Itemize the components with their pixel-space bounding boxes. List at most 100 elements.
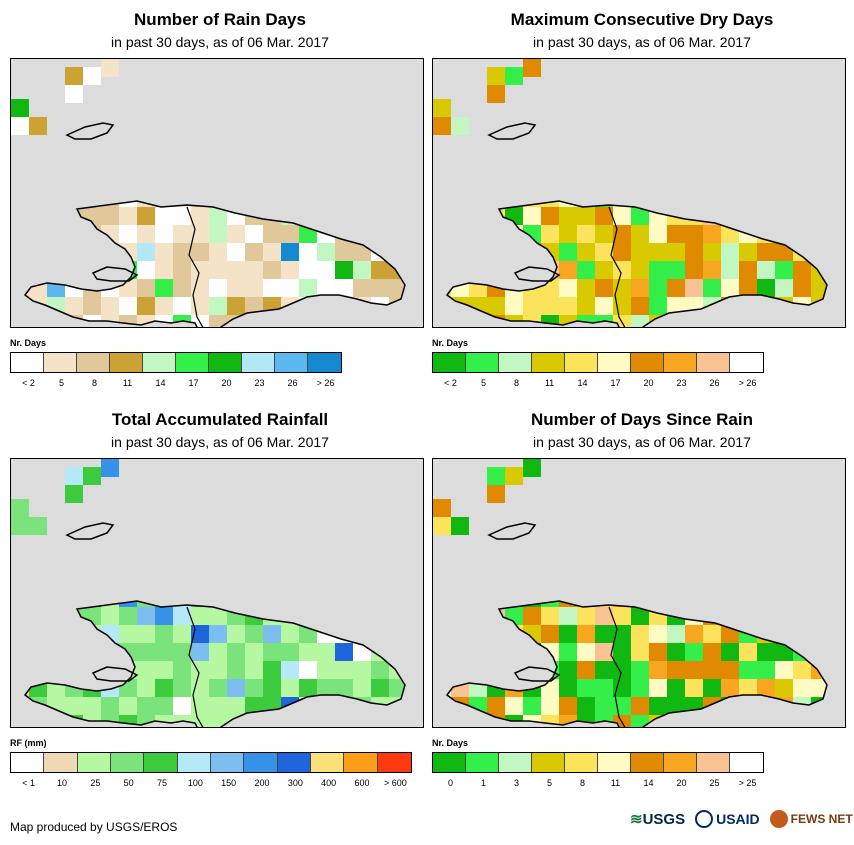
grid-cell: [317, 643, 335, 661]
grid-cell: [649, 201, 667, 207]
panel-subtitle: in past 30 days, as of 06 Mar. 2017: [533, 34, 751, 50]
grid-cell: [335, 643, 353, 661]
grid-cell: [451, 279, 469, 297]
panel-subtitle: in past 30 days, as of 06 Mar. 2017: [111, 434, 329, 450]
grid-cell: [299, 243, 317, 261]
rainfall-grid: [25, 201, 423, 327]
grid-cell: [155, 207, 173, 225]
grid-cell: [631, 697, 649, 715]
usaid-logo: USAID: [695, 810, 760, 828]
grid-cell: [25, 625, 29, 643]
grid-cell: [281, 625, 299, 643]
grid-cell: [757, 715, 775, 727]
grid-cell: [829, 315, 845, 327]
grid-cell: [263, 297, 281, 315]
grid-cell: [119, 697, 137, 715]
grid-cell: [335, 315, 353, 327]
grid-cell: [245, 661, 263, 679]
grid-cell: [631, 261, 649, 279]
grid-cell: [447, 643, 451, 661]
grid-cell: [577, 697, 595, 715]
grid-cell: [25, 601, 29, 607]
grid-cell: [299, 315, 317, 327]
grid-cell: [739, 279, 757, 297]
legend-bar: [10, 752, 412, 773]
grid-cell: [209, 225, 227, 243]
grid-cell: [101, 661, 119, 679]
grid-cell: [209, 607, 227, 625]
grid-cell: [721, 315, 739, 327]
grid-cell: [447, 661, 451, 679]
grid-cell: [407, 297, 423, 315]
grid-cell: [263, 261, 281, 279]
grid-cell: [447, 297, 451, 315]
grid-cell: [317, 279, 335, 297]
grid-cell: [101, 607, 119, 625]
grid-cell: [371, 715, 389, 727]
grid-cell: [631, 201, 649, 207]
grid-cell: [685, 601, 703, 607]
grid-cell: [505, 625, 523, 643]
grid-cell: [811, 607, 827, 625]
grid-cell: [523, 459, 541, 477]
grid-cell: [541, 697, 559, 715]
legend-tick-label: 11: [122, 378, 133, 388]
grid-cell: [739, 661, 757, 679]
grid-cell: [191, 679, 209, 697]
grid-cell: [335, 697, 353, 715]
legend-swatch: [598, 753, 631, 772]
grid-cell: [299, 279, 317, 297]
grid-cell: [29, 243, 47, 261]
grid-cell: [47, 315, 65, 327]
grid-cell: [559, 625, 577, 643]
legend-tick-label: 17: [610, 378, 621, 388]
grid-cell: [447, 225, 451, 243]
grid-cell: [613, 679, 631, 697]
grid-cell: [389, 315, 405, 327]
grid-cell: [775, 643, 793, 661]
legend-swatch: [277, 753, 311, 772]
grid-cell: [541, 207, 559, 225]
grid-cell: [83, 67, 101, 85]
grid-cell: [739, 201, 757, 207]
grid-cell: [631, 315, 649, 327]
map-max-dry-days: [432, 58, 846, 328]
grid-cell: [11, 99, 29, 117]
grid-cell: [263, 225, 281, 243]
grid-cell: [559, 697, 577, 715]
grid-cell: [541, 297, 559, 315]
grid-cell: [209, 243, 227, 261]
grid-cell: [227, 643, 245, 661]
grid-cell: [191, 243, 209, 261]
grid-cell: [559, 643, 577, 661]
legend-tick-label: 0: [447, 778, 454, 788]
legend-tick-label: 3: [513, 778, 520, 788]
grid-cell: [227, 697, 245, 715]
grid-cell: [227, 243, 245, 261]
grid-cell: [245, 201, 263, 207]
grid-cell: [793, 601, 811, 607]
grid-cell: [721, 201, 739, 207]
grid-cell: [757, 207, 775, 225]
grid-cell: [739, 607, 757, 625]
grid-cell: [631, 225, 649, 243]
grid-cell: [317, 715, 335, 727]
grid-cell: [137, 697, 155, 715]
grid-cell: [523, 207, 541, 225]
legend-swatch: [499, 353, 532, 372]
grid-cell: [137, 297, 155, 315]
grid-cell: [649, 643, 667, 661]
grid-cell: [209, 697, 227, 715]
grid-cell: [317, 679, 335, 697]
grid-cell: [487, 697, 505, 715]
grid-cell: [173, 697, 191, 715]
legend-swatch: [77, 753, 111, 772]
legend-swatch: [565, 353, 598, 372]
grid-cell: [469, 279, 487, 297]
grid-cell: [685, 261, 703, 279]
grid-cell: [447, 315, 451, 327]
legend-swatch: [664, 353, 697, 372]
grid-cell: [101, 207, 119, 225]
grid-cell: [263, 207, 281, 225]
grid-cell: [317, 243, 335, 261]
